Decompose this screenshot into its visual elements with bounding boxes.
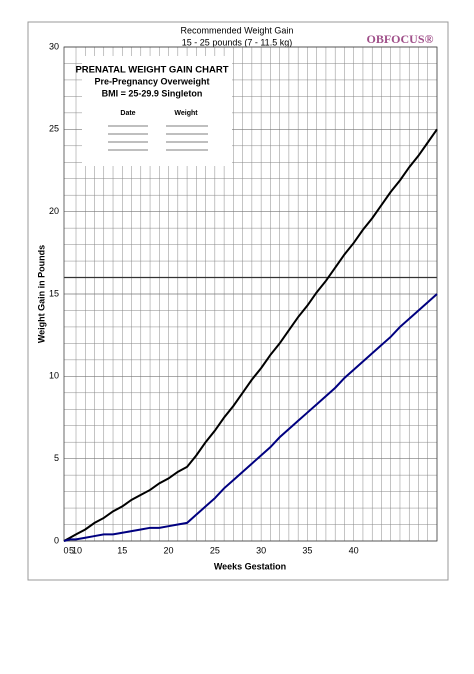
x-tick-label: 30 — [256, 545, 266, 555]
x-tick-label: 35 — [302, 545, 312, 555]
y-tick-label: 20 — [49, 206, 59, 216]
box-line: Pre-Pregnancy Overweight — [94, 76, 209, 86]
box-line: BMI = 25-29.9 Singleton — [102, 88, 203, 98]
y-tick-label: 30 — [49, 41, 59, 51]
x-tick-label: 40 — [349, 545, 359, 555]
y-tick-label: 5 — [54, 453, 59, 463]
box-title: PRENATAL WEIGHT GAIN CHART — [75, 65, 228, 76]
info-box: PRENATAL WEIGHT GAIN CHART Pre-Pregnancy… — [75, 56, 232, 166]
chart-subtitle: 15 - 25 pounds (7 - 11.5 kg) — [182, 37, 292, 47]
logo: OBFOCUS® — [367, 32, 434, 46]
y-axis-label: Weight Gain in Pounds — [36, 245, 46, 343]
y-tick-label: 15 — [49, 288, 59, 298]
x-tick-label: 0 — [63, 545, 68, 555]
y-tick-label: 25 — [49, 124, 59, 134]
y-tick-label: 0 — [54, 535, 59, 545]
x-tick-label: 25 — [210, 545, 220, 555]
x-tick-label: 15 — [117, 545, 127, 555]
blank-lines — [108, 125, 208, 151]
x-axis-label: Weeks Gestation — [214, 561, 286, 571]
col-header: Date — [120, 110, 135, 117]
series-line — [63, 293, 438, 542]
y-tick-label: 10 — [49, 371, 59, 381]
x-tick-label: 20 — [164, 545, 174, 555]
info-box-bg — [82, 56, 232, 166]
col-header: Weight — [174, 110, 198, 117]
x-tick-label: 10 — [72, 545, 82, 555]
x-tick-label: 5 — [69, 545, 74, 555]
chart-title: Recommended Weight Gain — [181, 25, 294, 35]
series-line — [63, 128, 438, 542]
